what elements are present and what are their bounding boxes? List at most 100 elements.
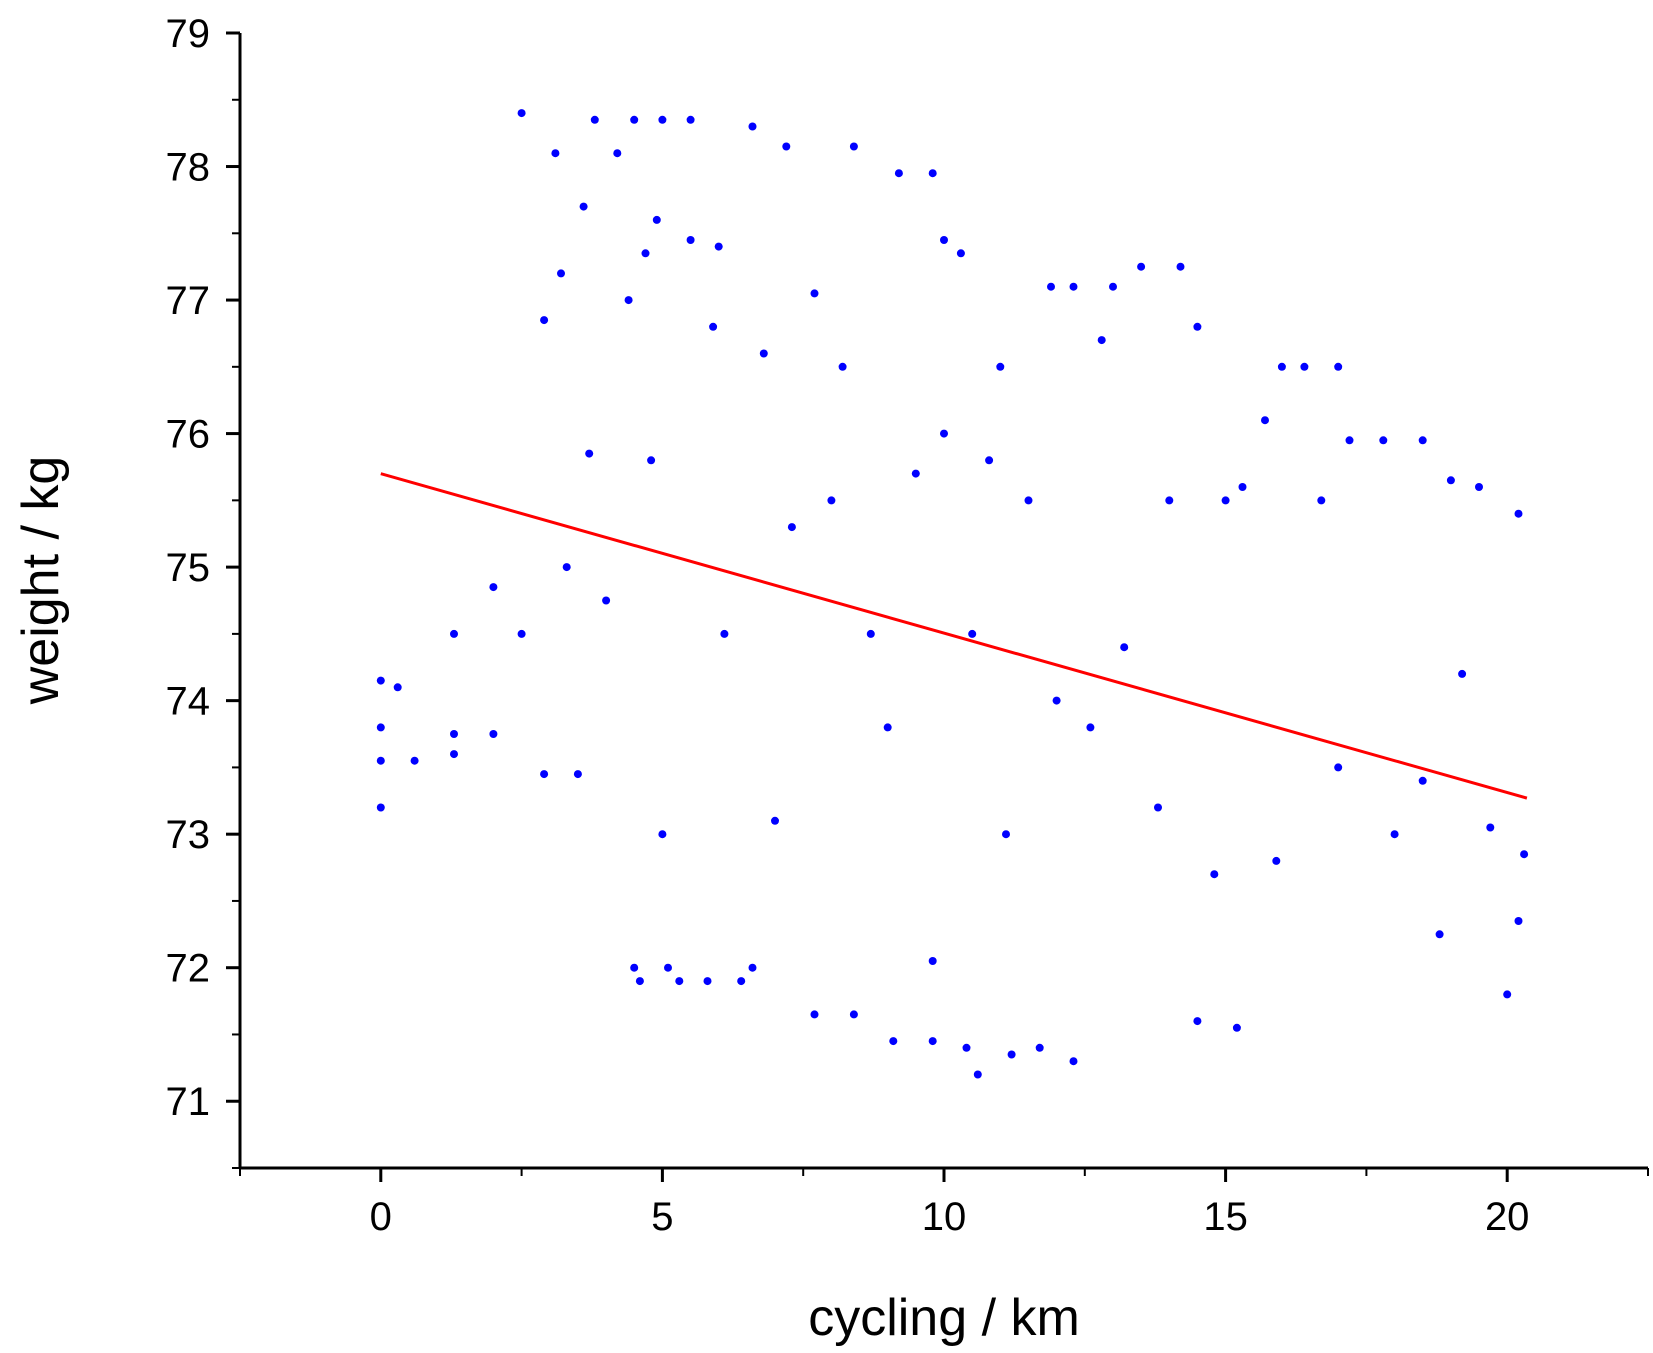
scatter-point	[1210, 870, 1219, 879]
scatter-point	[1418, 776, 1427, 785]
scatter-point	[647, 456, 656, 465]
scatter-point	[1007, 1050, 1016, 1059]
x-axis-title: cycling / km	[808, 1289, 1080, 1347]
scatter-point	[940, 236, 948, 244]
scatter-point	[686, 115, 695, 124]
scatter-point	[1475, 483, 1483, 491]
scatter-point	[973, 1070, 982, 1079]
scatter-point	[1024, 496, 1033, 505]
x-tick-label: 10	[922, 1195, 967, 1239]
y-tick-label: 72	[166, 947, 211, 991]
scatter-point	[1390, 830, 1399, 839]
scatter-point	[1334, 763, 1343, 772]
scatter-point	[810, 1010, 819, 1019]
scatter-point	[376, 756, 385, 765]
scatter-point	[630, 963, 639, 972]
scatter-point	[557, 269, 565, 278]
scatter-point	[1193, 1017, 1202, 1026]
scatter-point	[759, 349, 768, 358]
scatter-point	[489, 730, 498, 738]
scatter-point	[1035, 1043, 1044, 1052]
scatter-point	[551, 149, 560, 158]
y-tick-label: 79	[166, 12, 211, 56]
scatter-point	[709, 322, 718, 331]
scatter-point	[703, 977, 712, 986]
scatter-point	[641, 249, 650, 258]
scatter-point	[602, 596, 611, 605]
scatter-point	[1458, 669, 1467, 678]
scatter-point	[1120, 643, 1129, 652]
y-tick-label: 78	[166, 146, 211, 190]
scatter-point	[737, 977, 746, 986]
scatter-point	[652, 215, 661, 224]
scatter-point	[658, 115, 667, 124]
scatter-point	[1261, 416, 1269, 425]
scatter-point	[748, 963, 757, 972]
scatter-point	[911, 469, 920, 478]
scatter-point	[1446, 476, 1455, 485]
scatter-point	[1503, 990, 1512, 999]
scatter-point	[1086, 723, 1095, 732]
scatter-point	[1418, 436, 1427, 445]
scatter-point	[376, 803, 385, 812]
y-axis-title: weight / kg	[12, 456, 70, 706]
scatter-point	[675, 977, 684, 986]
scatter-point	[590, 115, 599, 124]
scatter-point	[1097, 336, 1106, 345]
x-tick-label: 20	[1485, 1195, 1530, 1239]
scatter-point	[985, 456, 994, 465]
scatter-point	[450, 730, 458, 738]
scatter-point	[1002, 830, 1010, 839]
scatter-point	[940, 429, 948, 438]
scatter-point	[1154, 803, 1162, 812]
scatter-point	[489, 583, 498, 592]
scatter-point	[1317, 496, 1326, 505]
scatter-point	[996, 362, 1005, 371]
scatter-point	[1232, 1023, 1241, 1032]
scatter-point	[585, 449, 594, 458]
scatter-point	[827, 496, 836, 505]
scatter-point	[1300, 362, 1309, 371]
scatter-point	[613, 149, 622, 158]
y-tick-label: 74	[166, 680, 211, 724]
scatter-point	[410, 756, 419, 765]
scatter-point	[1238, 483, 1247, 491]
scatter-point	[866, 629, 875, 638]
tick-labels: 71 72 73 74 75 76 77 78 79 0 5 10 15 20	[166, 12, 1530, 1239]
scatter-point	[540, 316, 549, 325]
scatter-point	[928, 957, 937, 965]
scatter-point	[664, 963, 672, 972]
scatter-point	[883, 723, 892, 732]
fit-line-layer	[380, 472, 1528, 800]
scatter-point	[376, 676, 385, 685]
scatter-point	[1221, 496, 1230, 505]
scatter-point	[517, 629, 526, 638]
scatter-point	[771, 816, 779, 825]
y-tick-label: 73	[166, 813, 211, 857]
fit-line	[380, 472, 1528, 800]
scatter-point	[928, 1037, 937, 1046]
scatter-point	[889, 1037, 898, 1046]
scatter-point	[1514, 917, 1523, 925]
scatter-point	[540, 770, 549, 779]
scatter-point	[658, 830, 667, 839]
scatter-point	[450, 629, 458, 638]
scatter-point	[1069, 1057, 1078, 1066]
scatter-point	[849, 1010, 858, 1019]
scatter-point	[517, 109, 526, 118]
scatter-point	[714, 242, 723, 251]
scatter-point	[450, 750, 458, 759]
y-tick-label: 76	[166, 413, 211, 457]
scatter-point	[1052, 696, 1061, 705]
axes	[226, 31, 1649, 1182]
y-tick-label: 77	[166, 279, 211, 323]
scatter-point	[1137, 262, 1146, 271]
x-tick-label: 15	[1203, 1195, 1248, 1239]
y-tick-label: 75	[166, 546, 211, 590]
scatter-point	[1109, 282, 1117, 291]
scatter-point	[1486, 823, 1495, 832]
x-tick-label: 5	[651, 1195, 673, 1239]
scatter-point	[962, 1043, 971, 1052]
scatter-point	[782, 142, 791, 151]
